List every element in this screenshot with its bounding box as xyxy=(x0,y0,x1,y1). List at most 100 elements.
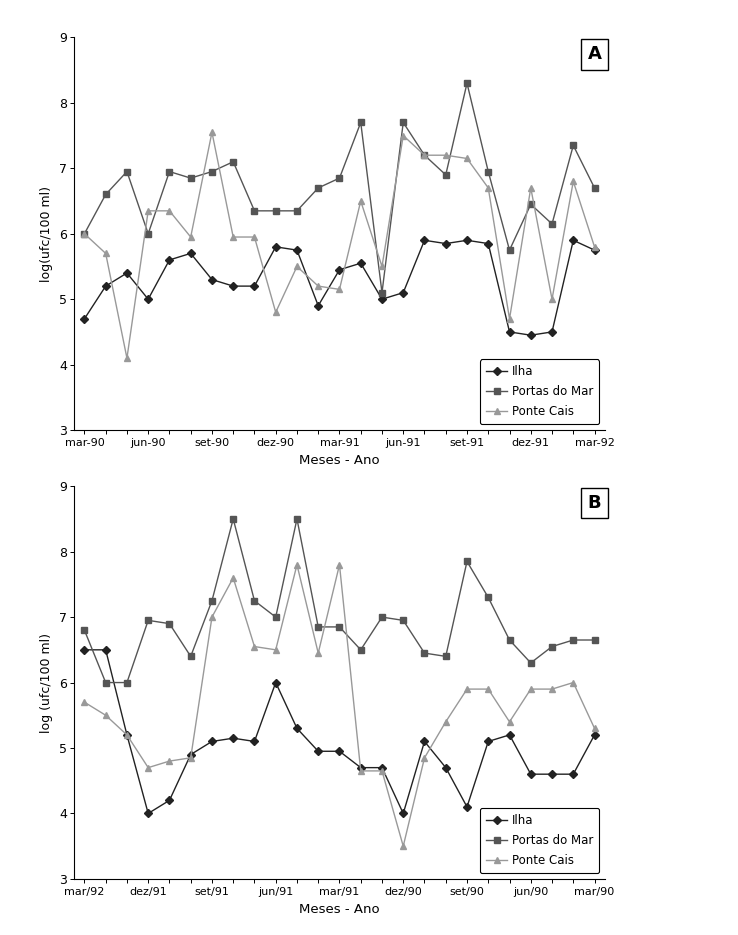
Ilha xyxy=(272,241,280,252)
Ilha xyxy=(505,729,514,741)
Ilha xyxy=(250,736,259,747)
Ilha xyxy=(420,235,429,246)
Portas do Mar xyxy=(101,677,110,688)
Ilha xyxy=(101,280,110,292)
Line: Portas do Mar: Portas do Mar xyxy=(81,515,598,686)
Legend: Ilha, Portas do Mar, Ponte Cais: Ilha, Portas do Mar, Ponte Cais xyxy=(480,808,599,873)
Ilha xyxy=(314,300,323,311)
Ilha xyxy=(590,244,599,255)
Portas do Mar xyxy=(272,611,280,623)
Ilha xyxy=(186,248,195,259)
Ilha xyxy=(526,329,535,340)
Y-axis label: log (ufc/100 ml): log (ufc/100 ml) xyxy=(41,633,53,732)
Ponte Cais xyxy=(420,752,429,763)
Portas do Mar xyxy=(420,150,429,161)
Portas do Mar xyxy=(250,596,259,607)
Portas do Mar xyxy=(101,189,110,200)
Text: A: A xyxy=(587,45,601,64)
Portas do Mar xyxy=(463,555,472,567)
Line: Ponte Cais: Ponte Cais xyxy=(81,129,598,362)
Portas do Mar xyxy=(441,169,450,180)
Portas do Mar xyxy=(229,156,238,167)
Ponte Cais xyxy=(165,205,174,216)
Ilha xyxy=(186,749,195,760)
Portas do Mar xyxy=(144,228,153,239)
Ilha xyxy=(229,733,238,744)
Portas do Mar xyxy=(272,205,280,216)
Portas do Mar xyxy=(548,641,556,653)
Line: Ilha: Ilha xyxy=(82,237,597,338)
Ilha xyxy=(314,746,323,757)
Ponte Cais xyxy=(526,683,535,695)
Ilha xyxy=(207,274,216,285)
Portas do Mar xyxy=(80,625,89,636)
Portas do Mar xyxy=(526,199,535,210)
Portas do Mar xyxy=(441,651,450,662)
Portas do Mar xyxy=(123,677,131,688)
Ilha xyxy=(463,801,472,813)
Portas do Mar xyxy=(186,172,195,183)
Ponte Cais xyxy=(441,716,450,727)
Ponte Cais xyxy=(335,283,344,295)
Ilha xyxy=(80,313,89,324)
Ilha xyxy=(420,736,429,747)
Legend: Ilha, Portas do Mar, Ponte Cais: Ilha, Portas do Mar, Ponte Cais xyxy=(480,359,599,424)
Portas do Mar xyxy=(590,635,599,646)
Ilha xyxy=(165,254,174,266)
Ponte Cais xyxy=(378,765,387,776)
Portas do Mar xyxy=(356,117,365,128)
Portas do Mar xyxy=(420,648,429,659)
Ponte Cais xyxy=(505,313,514,324)
Portas do Mar xyxy=(186,651,195,662)
Portas do Mar xyxy=(292,205,301,216)
Ilha xyxy=(441,762,450,773)
Ponte Cais xyxy=(229,572,238,583)
Ilha xyxy=(207,736,216,747)
Ilha xyxy=(526,769,535,780)
Ponte Cais xyxy=(569,176,578,187)
Portas do Mar xyxy=(356,644,365,655)
Ilha xyxy=(548,769,556,780)
Ponte Cais xyxy=(399,841,407,852)
Ilha xyxy=(441,237,450,249)
Ponte Cais xyxy=(292,261,301,272)
Ilha xyxy=(569,235,578,246)
Ilha xyxy=(399,287,407,298)
Ilha xyxy=(505,326,514,338)
Portas do Mar xyxy=(505,244,514,255)
Ponte Cais xyxy=(101,248,110,259)
X-axis label: Meses - Ano: Meses - Ano xyxy=(299,903,380,915)
Ilha xyxy=(356,762,365,773)
Ponte Cais xyxy=(335,559,344,570)
Ilha xyxy=(144,808,153,819)
Text: B: B xyxy=(587,494,601,512)
Ilha xyxy=(272,677,280,688)
Y-axis label: log(ufc/100 ml): log(ufc/100 ml) xyxy=(41,186,53,281)
Ponte Cais xyxy=(505,716,514,727)
Ponte Cais xyxy=(123,352,131,364)
Ponte Cais xyxy=(165,755,174,767)
Ilha xyxy=(123,267,131,279)
Ponte Cais xyxy=(207,126,216,137)
Portas do Mar xyxy=(484,592,493,603)
Ilha xyxy=(250,280,259,292)
Ponte Cais xyxy=(229,232,238,243)
Ponte Cais xyxy=(420,150,429,161)
Portas do Mar xyxy=(207,596,216,607)
Ponte Cais xyxy=(441,150,450,161)
Ilha xyxy=(378,294,387,305)
Ponte Cais xyxy=(292,559,301,570)
Portas do Mar xyxy=(123,166,131,178)
Ilha xyxy=(399,808,407,819)
Ponte Cais xyxy=(80,697,89,708)
Ponte Cais xyxy=(399,130,407,141)
Ponte Cais xyxy=(548,294,556,305)
Ilha xyxy=(356,257,365,269)
Ponte Cais xyxy=(590,241,599,252)
Ilha xyxy=(548,326,556,338)
Portas do Mar xyxy=(335,622,344,633)
Ilha xyxy=(484,237,493,249)
Portas do Mar xyxy=(590,182,599,194)
Ponte Cais xyxy=(186,232,195,243)
Portas do Mar xyxy=(569,635,578,646)
